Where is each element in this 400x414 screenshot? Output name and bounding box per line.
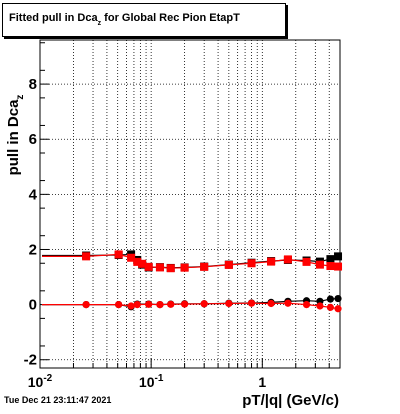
- data-point: [224, 260, 233, 269]
- data-point: [283, 255, 292, 264]
- x-tick-label: 1: [258, 374, 266, 390]
- y-tick-label: 6: [29, 131, 37, 148]
- data-point: [316, 302, 324, 310]
- data-point: [82, 252, 91, 261]
- data-point: [334, 294, 342, 303]
- x-tick-label-exponent: -1: [154, 373, 163, 384]
- y-tick-label: 4: [29, 186, 38, 203]
- plot-frame: [39, 39, 341, 369]
- x-tick-label-base: 1: [258, 374, 266, 390]
- data-point: [167, 300, 175, 308]
- data-point: [115, 301, 123, 309]
- y-axis-label: pull in Dcaz: [5, 95, 26, 176]
- data-point: [166, 264, 175, 273]
- data-point: [138, 259, 147, 268]
- grid-layer: [39, 40, 341, 368]
- data-point: [155, 263, 164, 272]
- data-point: [302, 257, 311, 266]
- data-point: [334, 252, 343, 261]
- timestamp: Tue Dec 21 23:11:47 2021: [4, 395, 112, 405]
- data-point: [302, 301, 311, 309]
- data-point: [247, 299, 256, 307]
- y-axis-label-sub: z: [15, 95, 26, 100]
- data-point: [127, 302, 135, 310]
- y-tick-label: 2: [29, 241, 37, 258]
- data-point: [180, 263, 189, 272]
- chart-title: Fitted pull in Dcaz for Global Rec Pion …: [9, 12, 240, 27]
- x-tick-label-base: 10: [139, 374, 155, 390]
- data-point: [326, 262, 335, 271]
- data-point: [133, 301, 141, 309]
- data-point: [315, 260, 324, 269]
- chart-title-subscript: z: [97, 20, 102, 27]
- chart-title-main: Fitted pull in Dca: [9, 12, 98, 24]
- x-tick-label-base: 10: [28, 374, 44, 390]
- y-tick-label: -2: [24, 352, 37, 369]
- data-point: [326, 255, 335, 264]
- data-point: [145, 300, 153, 308]
- data-point: [200, 262, 209, 271]
- data-point: [267, 299, 275, 308]
- data-point: [133, 257, 142, 266]
- data-point: [127, 253, 136, 262]
- x-tick-label-exponent: -2: [43, 373, 52, 384]
- data-point: [144, 262, 153, 271]
- title-box: Fitted pull in Dcaz for Global Rec Pion …: [2, 3, 286, 37]
- x-tick-label: 10-2: [28, 373, 53, 390]
- data-point: [82, 301, 90, 309]
- data-point: [334, 262, 343, 271]
- y-tick-label: 8: [29, 76, 37, 93]
- data-point: [200, 300, 208, 308]
- data-point: [156, 301, 164, 309]
- data-point: [267, 257, 276, 266]
- data-point: [284, 299, 292, 307]
- y-axis-label-main: pull in Dca: [5, 99, 22, 176]
- chart-title-tail: for Global Rec Pion EtapT: [101, 12, 240, 24]
- data-point: [326, 295, 335, 303]
- data-point: [114, 250, 123, 259]
- data-point: [334, 305, 342, 313]
- x-axis-label: pT/|q| (GeV/c): [242, 392, 339, 409]
- data-point: [181, 300, 189, 308]
- data-layer: [42, 250, 343, 313]
- data-point: [225, 299, 233, 308]
- data-point: [326, 303, 335, 311]
- y-tick-label: 0: [29, 297, 37, 314]
- x-tick-label: 10-1: [139, 373, 164, 390]
- data-point: [247, 259, 256, 268]
